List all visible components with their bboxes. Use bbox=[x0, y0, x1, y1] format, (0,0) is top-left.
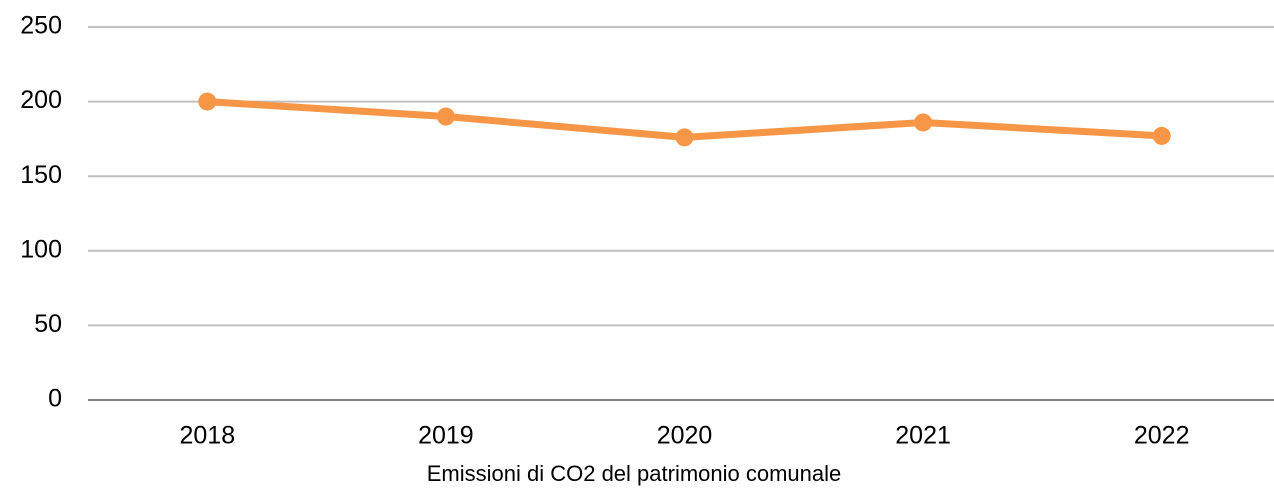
x-axis-label: Emissioni di CO2 del patrimonio comunale bbox=[427, 461, 842, 486]
y-tick-label: 50 bbox=[34, 310, 62, 338]
marker bbox=[198, 92, 217, 111]
y-tick-label: 100 bbox=[20, 235, 62, 263]
x-tick-label: 2022 bbox=[1134, 422, 1190, 450]
x-tick-label: 2020 bbox=[657, 422, 713, 450]
x-tick-label: 2019 bbox=[418, 422, 474, 450]
marker bbox=[675, 128, 694, 147]
y-tick-label: 150 bbox=[20, 161, 62, 189]
y-tick-label: 250 bbox=[20, 12, 62, 40]
x-tick-label: 2018 bbox=[179, 422, 235, 450]
marker bbox=[1152, 126, 1171, 145]
marker bbox=[436, 107, 455, 126]
y-tick-label: 0 bbox=[48, 385, 62, 413]
y-tick-label: 200 bbox=[20, 86, 62, 114]
x-tick-label: 2021 bbox=[895, 422, 951, 450]
marker bbox=[914, 113, 933, 132]
